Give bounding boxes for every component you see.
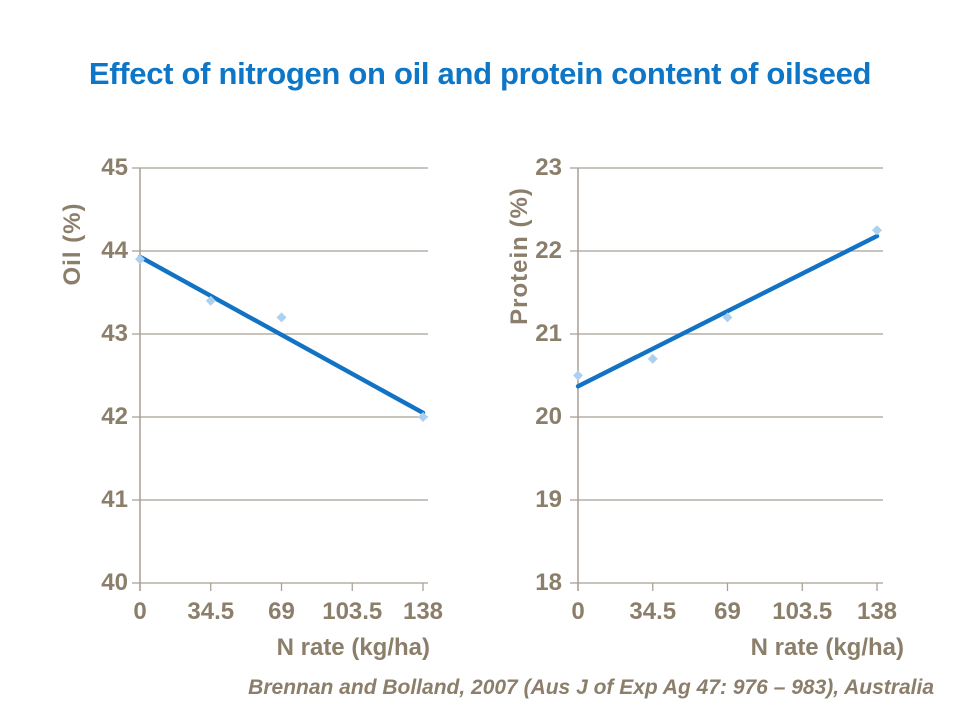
data-point-marker (722, 312, 733, 323)
y-tick-label: 19 (535, 486, 562, 513)
slide-title: Effect of nitrogen on oil and protein co… (88, 56, 872, 91)
protein-xaxis-title: N rate (kg/ha) (750, 634, 904, 661)
y-tick-label: 22 (535, 237, 562, 264)
x-tick-label: 0 (133, 598, 147, 625)
data-point-marker (135, 254, 145, 265)
oil-xaxis-title: N rate (kg/ha) (276, 634, 430, 661)
data-point-marker (418, 412, 428, 422)
data-point-marker (647, 353, 658, 364)
data-point-marker (872, 225, 882, 236)
y-tick-label: 43 (101, 320, 128, 347)
y-tick-label: 41 (101, 486, 128, 513)
trend-line (137, 254, 426, 416)
y-tick-label: 23 (535, 154, 562, 181)
y-tick-label: 42 (101, 403, 128, 430)
protein-yaxis-title: Protein (%) (506, 187, 533, 325)
x-tick-label: 69 (268, 598, 295, 625)
oil-yaxis-title: Oil (%) (59, 202, 86, 286)
x-tick-label: 34.5 (629, 598, 677, 625)
x-tick-label: 0 (571, 598, 585, 625)
y-tick-label: 21 (535, 320, 562, 347)
y-tick-label: 20 (535, 403, 562, 430)
data-point-marker (276, 312, 287, 323)
data-point-marker (205, 295, 216, 306)
y-tick-label: 44 (101, 237, 128, 264)
x-tick-label: 138 (402, 598, 444, 625)
x-tick-label: 69 (714, 598, 741, 625)
data-point-marker (573, 370, 583, 381)
y-tick-label: 18 (535, 569, 562, 596)
y-tick-label: 40 (101, 569, 128, 596)
trend-line (575, 233, 880, 389)
citation: Brennan and Bolland, 2007 (Aus J of Exp … (248, 676, 934, 699)
x-tick-label: 34.5 (187, 598, 235, 625)
x-tick-label: 103.5 (772, 598, 833, 625)
x-tick-label: 103.5 (322, 598, 383, 625)
x-tick-label: 138 (856, 598, 898, 625)
y-tick-label: 45 (101, 154, 128, 181)
